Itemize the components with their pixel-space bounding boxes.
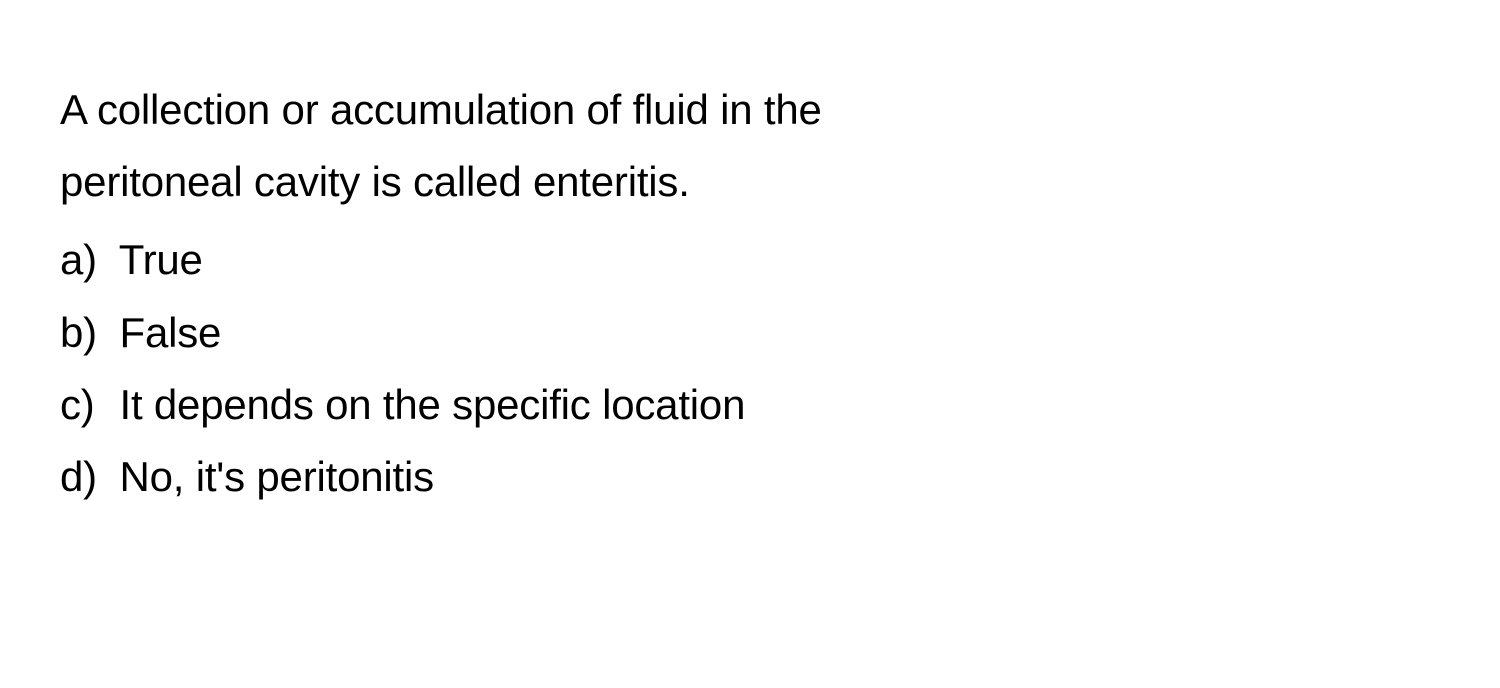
question-text: A collection or accumulation of fluid in…: [60, 74, 1440, 218]
option-text: No, it's peritonitis: [119, 453, 433, 500]
option-label: c): [60, 369, 108, 441]
option-label: a): [60, 224, 108, 296]
question-block: A collection or accumulation of fluid in…: [0, 0, 1500, 553]
option-text: True: [119, 236, 203, 283]
question-line-1: A collection or accumulation of fluid in…: [60, 86, 822, 133]
option-c: c) It depends on the specific location: [60, 369, 1440, 441]
option-label: d): [60, 441, 108, 513]
options-list: a) True b) False c) It depends on the sp…: [60, 224, 1440, 513]
option-d: d) No, it's peritonitis: [60, 441, 1440, 513]
option-label: b): [60, 297, 108, 369]
option-text: It depends on the specific location: [119, 381, 745, 428]
option-text: False: [119, 309, 221, 356]
question-line-2: peritoneal cavity is called enteritis.: [60, 158, 690, 205]
option-b: b) False: [60, 297, 1440, 369]
option-a: a) True: [60, 224, 1440, 296]
